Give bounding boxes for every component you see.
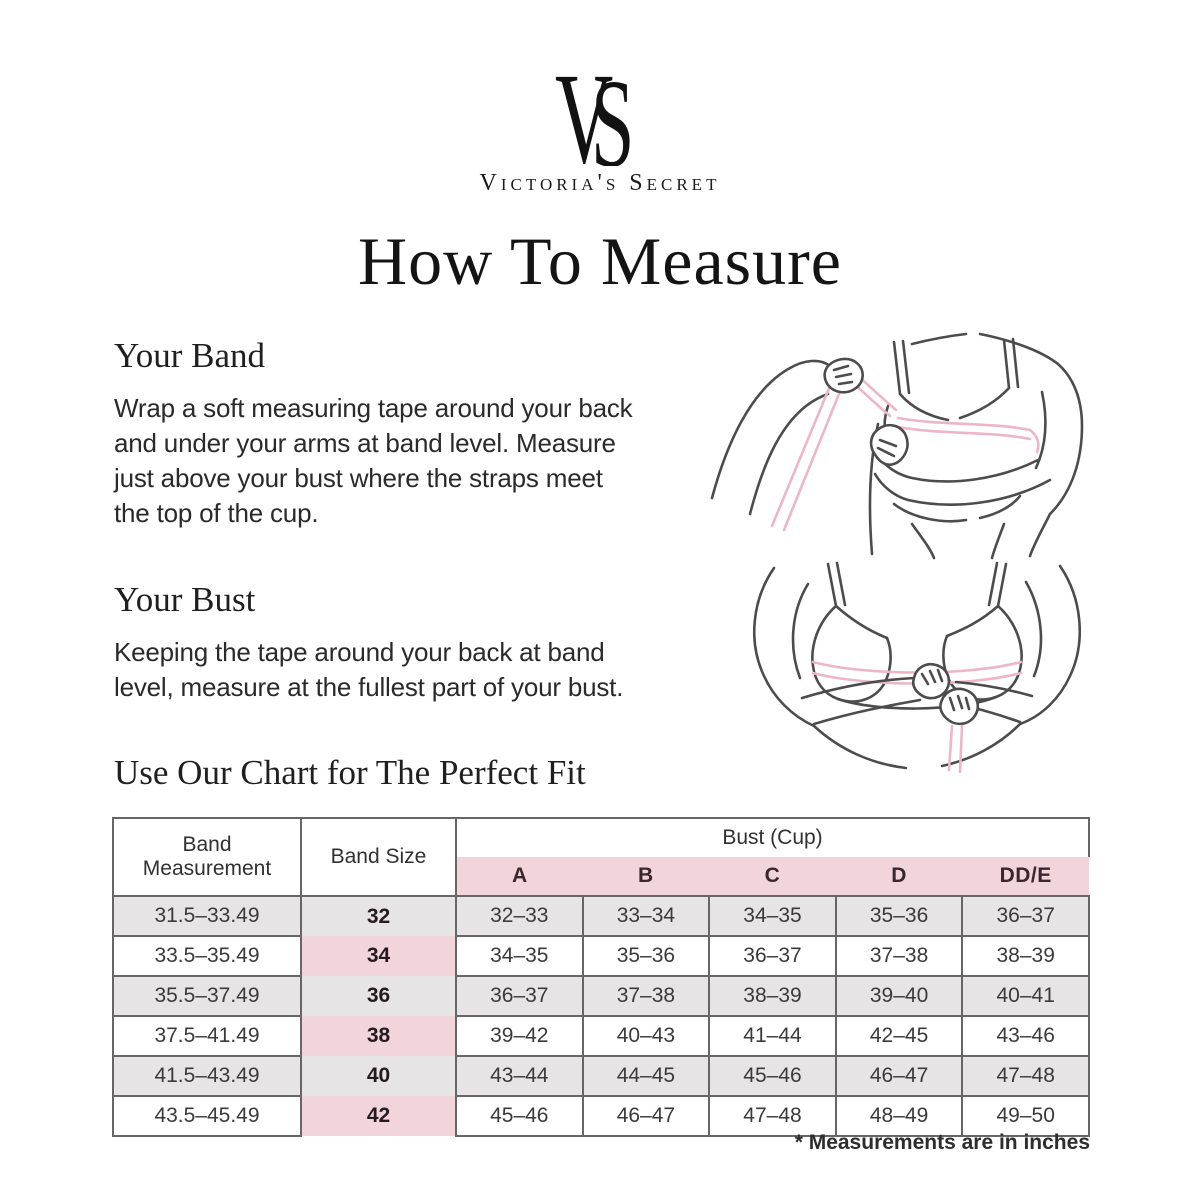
cup-cell: 37–38: [834, 935, 964, 977]
body-line: and under your arms at band level. Measu…: [114, 428, 616, 458]
page-title: How To Measure: [358, 223, 842, 299]
band-measure-illustration: [710, 332, 1084, 560]
body-line: level, measure at the fullest part of yo…: [114, 672, 624, 702]
table-row: 33.5–35.49 34 34–35 35–36 36–37 37–38 38…: [112, 935, 1090, 977]
body-line: Keeping the tape around your back at ban…: [114, 637, 605, 667]
cup-cell: 49–50: [961, 1095, 1090, 1137]
crossing-forearm: [869, 423, 1052, 506]
band-size-cell: 40: [300, 1056, 457, 1096]
cup-column-header: B: [582, 857, 710, 897]
section-body: Keeping the tape around your back at ban…: [114, 635, 714, 705]
cup-cell: 47–48: [961, 1055, 1090, 1097]
cup-column-header: D: [835, 857, 963, 897]
cup-cell: 39–40: [834, 975, 964, 1017]
cup-cell: 35–36: [834, 895, 964, 937]
cup-cell: 40–43: [581, 1015, 711, 1057]
hand-with-tape: [770, 357, 898, 532]
band-size-cell: 36: [300, 976, 457, 1016]
bust-measure-illustration: [753, 561, 1081, 774]
measuring-tape: [896, 416, 1040, 454]
vs-monogram-icon: V S: [555, 48, 634, 194]
cup-cell: 34–35: [708, 895, 837, 937]
hands-with-tape: [911, 662, 980, 774]
cup-cell: 32–33: [455, 895, 584, 937]
cup-cell: 41–44: [708, 1015, 837, 1057]
body-line: the top of the cup.: [114, 498, 319, 528]
band-size-cell: 42: [300, 1096, 457, 1136]
figure-outline: [753, 561, 1081, 770]
section-heading: Your Band: [114, 336, 266, 375]
cup-cell: 45–46: [455, 1095, 584, 1137]
cup-cell: 36–37: [455, 975, 584, 1017]
table-row: 43.5–45.49 42 45–46 46–47 47–48 48–49 49…: [112, 1095, 1090, 1137]
cup-cell: 39–42: [455, 1015, 584, 1057]
cup-cell: 34–35: [455, 935, 584, 977]
cup-cell: 33–34: [581, 895, 711, 937]
section-heading: Your Bust: [114, 580, 256, 619]
cup-cell: 38–39: [961, 935, 1090, 977]
brand-logo-wrap: V S: [0, 48, 1200, 194]
cup-column-header: A: [456, 857, 583, 897]
table-row: 35.5–37.49 36 36–37 37–38 38–39 39–40 40…: [112, 975, 1090, 1017]
cup-cell: 43–44: [455, 1055, 584, 1097]
cup-cell: 48–49: [834, 1095, 964, 1137]
section-body: Wrap a soft measuring tape around your b…: [114, 391, 686, 531]
size-chart-table: Band Measurement Band Size Bust (Cup) A …: [112, 817, 1090, 1137]
cup-cell: 40–41: [961, 975, 1090, 1017]
band-size-header: Band Size: [300, 817, 457, 897]
band-measurement-cell: 41.5–43.49: [112, 1055, 302, 1097]
band-measurement-cell: 33.5–35.49: [112, 935, 302, 977]
cup-cell: 47–48: [708, 1095, 837, 1137]
bra-outline: [811, 604, 1023, 710]
bust-cup-header: Bust (Cup): [455, 817, 1090, 857]
measurements-footnote: * Measurements are in inches: [794, 1131, 1090, 1154]
cup-cell: 38–39: [708, 975, 837, 1017]
cup-cell: 46–47: [834, 1055, 964, 1097]
svg-text:S: S: [591, 62, 634, 166]
cup-cell: 43–46: [961, 1015, 1090, 1057]
band-measurement-header: Band Measurement: [112, 817, 302, 897]
cup-cell: 42–45: [834, 1015, 964, 1057]
cup-header-row: A B C D DD/E: [113, 857, 1089, 897]
cup-cell: 45–46: [708, 1055, 837, 1097]
section-your-bust: Your Bust Keeping the tape around your b…: [114, 580, 714, 705]
cup-cell: 36–37: [708, 935, 837, 977]
band-measurement-cell: 35.5–37.49: [112, 975, 302, 1017]
band-measurement-cell: 37.5–41.49: [112, 1015, 302, 1057]
cup-cell: 44–45: [581, 1055, 711, 1097]
cup-cell: 37–38: [581, 975, 711, 1017]
table-row: 31.5–33.49 32 32–33 33–34 34–35 35–36 36…: [112, 895, 1090, 937]
body-line: just above your bust where the straps me…: [114, 463, 603, 493]
chart-heading: Use Our Chart for The Perfect Fit: [114, 753, 586, 792]
cup-cell: 36–37: [961, 895, 1090, 937]
table-row: 41.5–43.49 40 43–44 44–45 45–46 46–47 47…: [112, 1055, 1090, 1097]
band-measurement-cell: 31.5–33.49: [112, 895, 302, 937]
band-size-cell: 34: [300, 936, 457, 976]
band-size-cell: 38: [300, 1016, 457, 1056]
section-your-band: Your Band Wrap a soft measuring tape aro…: [114, 336, 686, 531]
cup-column-header: C: [709, 857, 836, 897]
brand-name: Victoria's Secret: [479, 170, 721, 196]
cup-column-header: DD/E: [962, 857, 1089, 897]
band-measurement-cell: 43.5–45.49: [112, 1095, 302, 1137]
body-line: Wrap a soft measuring tape around your b…: [114, 393, 633, 423]
table-row: 37.5–41.49 38 39–42 40–43 41–44 42–45 43…: [112, 1015, 1090, 1057]
cup-cell: 46–47: [581, 1095, 711, 1137]
band-size-cell: 32: [300, 896, 457, 936]
cup-cell: 35–36: [581, 935, 711, 977]
